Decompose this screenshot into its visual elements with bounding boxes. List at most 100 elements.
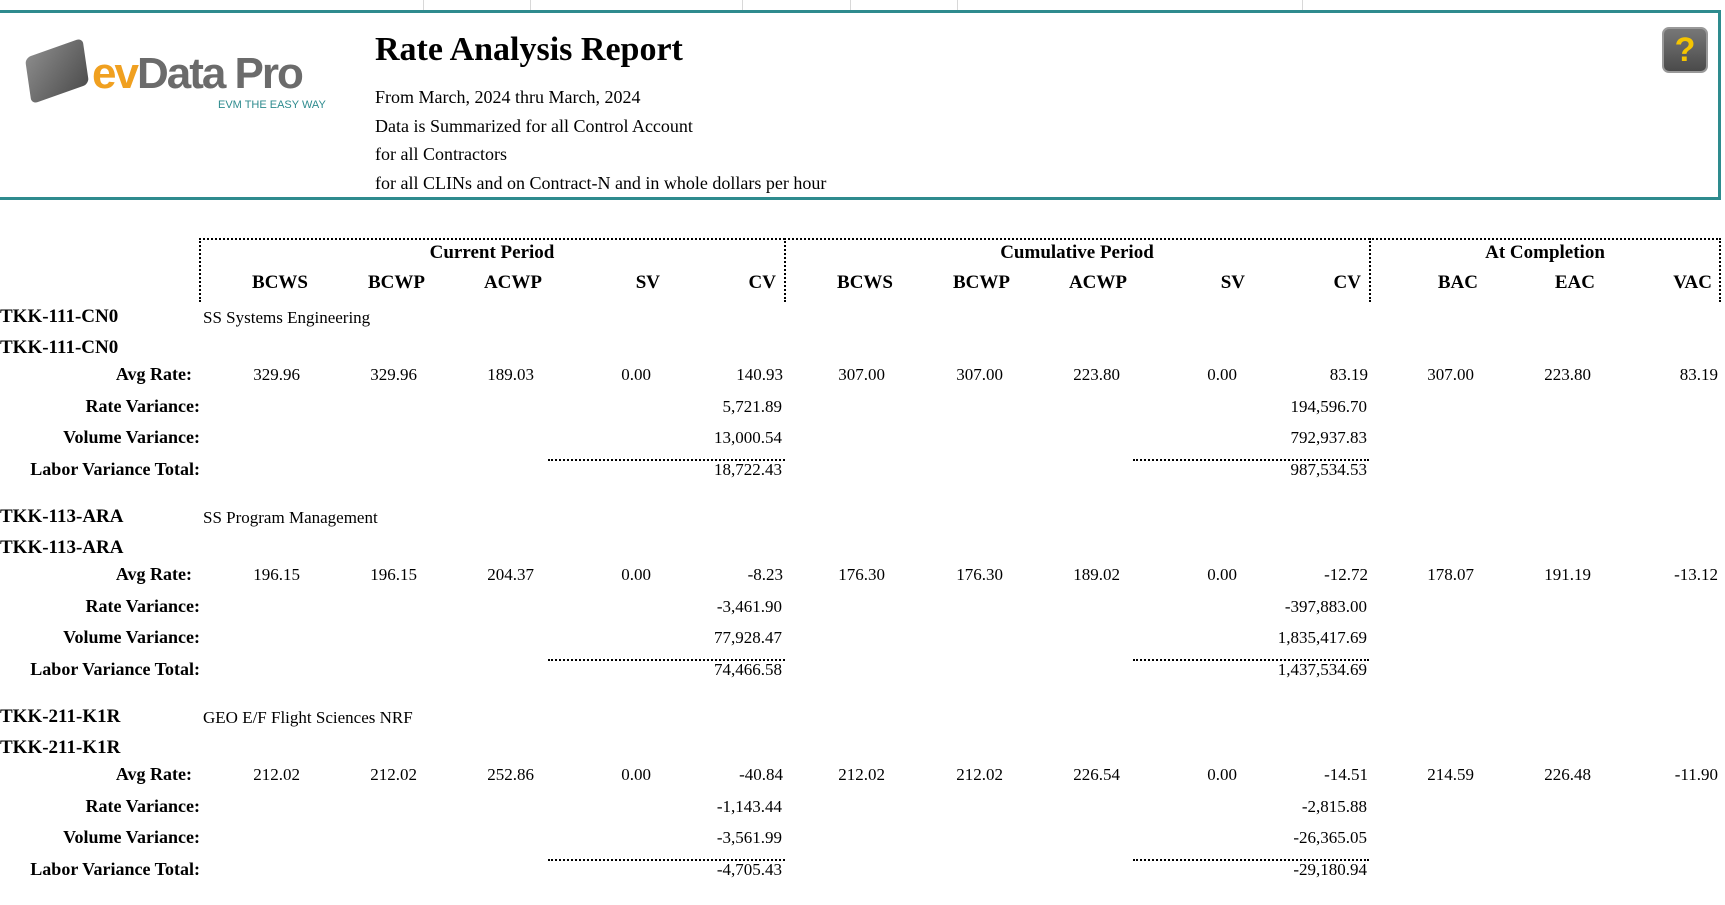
report-header: evData Pro EVM THE EASY WAY Rate Analysi… bbox=[0, 10, 1721, 200]
avg-rate-value: 223.80 bbox=[1073, 365, 1120, 384]
labor-variance-total-label: Labor Variance Total: bbox=[30, 859, 200, 879]
avg-rate-label: Avg Rate: bbox=[115, 764, 192, 784]
avg-rate-value: 176.30 bbox=[956, 565, 1003, 584]
volume-variance-label: Volume Variance: bbox=[63, 827, 200, 847]
rate-variance-label: Rate Variance: bbox=[85, 396, 200, 416]
toolbar-separator bbox=[423, 0, 424, 10]
subtotal-divider bbox=[1133, 859, 1369, 861]
toolbar-separator bbox=[850, 0, 851, 10]
labor-total-value: 18,722.43 bbox=[714, 460, 782, 479]
at-completion-title: At Completion bbox=[1485, 242, 1605, 263]
avg-rate-value: 204.37 bbox=[487, 565, 534, 584]
avg-rate-value: 178.07 bbox=[1427, 565, 1474, 584]
toolbar-separator bbox=[530, 0, 531, 10]
avg-rate-value: 329.96 bbox=[370, 365, 417, 384]
subtotal-divider bbox=[1133, 459, 1369, 461]
current-period-group bbox=[199, 238, 785, 302]
volume-variance-value: -26,365.05 bbox=[1293, 828, 1367, 847]
top-toolbar-strip bbox=[0, 0, 1725, 10]
volume-variance-label: Volume Variance: bbox=[63, 427, 200, 447]
col-header-current-sv: SV bbox=[635, 272, 660, 293]
col-header-cum-sv: SV bbox=[1220, 272, 1245, 293]
labor-total-value: -4,705.43 bbox=[716, 860, 782, 879]
control-account-code: TKK-111-CN0 bbox=[0, 306, 119, 327]
report-title: Rate Analysis Report bbox=[375, 31, 683, 68]
avg-rate-value: 307.00 bbox=[838, 365, 885, 384]
avg-rate-label: Avg Rate: bbox=[115, 364, 192, 384]
work-package-code: TKK-111-CN0 bbox=[0, 337, 119, 358]
rate-variance-value: 5,721.89 bbox=[722, 397, 783, 416]
logo-wordmark: evData Pro bbox=[92, 49, 304, 98]
avg-rate-value: 196.15 bbox=[370, 565, 417, 584]
avg-rate-value: 223.80 bbox=[1544, 365, 1591, 384]
volume-variance-value: 792,937.83 bbox=[1290, 428, 1368, 447]
evdatapro-logo: evData Pro EVM THE EASY WAY bbox=[24, 35, 338, 125]
col-header-current-cv: CV bbox=[748, 272, 776, 293]
avg-rate-value: -40.84 bbox=[739, 765, 783, 784]
volume-variance-value: 77,928.47 bbox=[714, 628, 782, 647]
labor-total-value: -29,180.94 bbox=[1293, 860, 1367, 879]
toolbar-separator bbox=[742, 0, 743, 10]
avg-rate-value: 189.02 bbox=[1073, 565, 1120, 584]
cumulative-period-title: Cumulative Period bbox=[1000, 242, 1154, 263]
avg-rate-value: 212.02 bbox=[838, 765, 885, 784]
cumulative-period-group bbox=[784, 238, 1370, 302]
at-completion-group bbox=[1369, 238, 1721, 302]
rate-variance-value: -2,815.88 bbox=[1301, 797, 1367, 816]
control-account-code: TKK-113-ARA bbox=[0, 506, 124, 527]
col-header-bac: BAC bbox=[1437, 272, 1478, 293]
report-summary-scope: Data is Summarized for all Control Accou… bbox=[375, 116, 693, 136]
col-header-current-bcws: BCWS bbox=[252, 272, 308, 293]
avg-rate-value: 0.00 bbox=[1207, 565, 1237, 584]
avg-rate-value: 226.48 bbox=[1544, 765, 1591, 784]
labor-total-value: 1,437,534.69 bbox=[1277, 660, 1367, 679]
avg-rate-value: -11.90 bbox=[1674, 765, 1718, 784]
control-account-description: GEO E/F Flight Sciences NRF bbox=[203, 708, 413, 727]
avg-rate-value: 0.00 bbox=[621, 365, 651, 384]
logo-tagline: EVM THE EASY WAY bbox=[218, 99, 326, 111]
volume-variance-label: Volume Variance: bbox=[63, 627, 200, 647]
avg-rate-value: 226.54 bbox=[1073, 765, 1120, 784]
avg-rate-value: 189.03 bbox=[487, 365, 534, 384]
rate-variance-label: Rate Variance: bbox=[85, 796, 200, 816]
avg-rate-value: -12.72 bbox=[1324, 565, 1368, 584]
avg-rate-value: 214.59 bbox=[1427, 765, 1474, 784]
current-period-title: Current Period bbox=[429, 242, 555, 263]
volume-variance-value: 13,000.54 bbox=[714, 428, 782, 447]
subtotal-divider bbox=[548, 859, 785, 861]
avg-rate-value: 307.00 bbox=[956, 365, 1003, 384]
avg-rate-value: 0.00 bbox=[1207, 365, 1237, 384]
rate-variance-value: -3,461.90 bbox=[716, 597, 782, 616]
col-header-current-bcwp: BCWP bbox=[368, 272, 425, 293]
rate-variance-value: 194,596.70 bbox=[1290, 397, 1368, 416]
avg-rate-value: 0.00 bbox=[621, 765, 651, 784]
avg-rate-value: 0.00 bbox=[621, 565, 651, 584]
col-header-cum-acwp: ACWP bbox=[1068, 272, 1127, 293]
labor-variance-total-label: Labor Variance Total: bbox=[30, 459, 200, 479]
avg-rate-value: 212.02 bbox=[956, 765, 1003, 784]
avg-rate-value: 329.96 bbox=[253, 365, 300, 384]
subtotal-divider bbox=[548, 659, 785, 661]
rate-variance-value: -1,143.44 bbox=[716, 797, 782, 816]
col-header-current-acwp: ACWP bbox=[483, 272, 542, 293]
rate-variance-value: -397,883.00 bbox=[1284, 597, 1367, 616]
avg-rate-value: 212.02 bbox=[370, 765, 417, 784]
labor-total-value: 74,466.58 bbox=[714, 660, 782, 679]
avg-rate-value: 140.93 bbox=[736, 365, 783, 384]
subtotal-divider bbox=[548, 459, 785, 461]
help-icon[interactable]: ? bbox=[1662, 27, 1708, 73]
avg-rate-value: -14.51 bbox=[1324, 765, 1368, 784]
control-account-description: SS Program Management bbox=[203, 508, 378, 527]
col-header-cum-bcws: BCWS bbox=[837, 272, 893, 293]
avg-rate-value: -13.12 bbox=[1674, 565, 1718, 584]
toolbar-separator bbox=[957, 0, 958, 10]
logo-chart-icon bbox=[24, 37, 90, 105]
work-package-code: TKK-211-K1R bbox=[0, 737, 121, 758]
rate-variance-label: Rate Variance: bbox=[85, 596, 200, 616]
report-clin-scope: for all CLINs and on Contract-N and in w… bbox=[375, 173, 827, 193]
control-account-description: SS Systems Engineering bbox=[203, 308, 371, 327]
avg-rate-value: 176.30 bbox=[838, 565, 885, 584]
report-contractor-scope: for all Contractors bbox=[375, 144, 507, 164]
control-account-code: TKK-211-K1R bbox=[0, 706, 121, 727]
avg-rate-value: 196.15 bbox=[253, 565, 300, 584]
